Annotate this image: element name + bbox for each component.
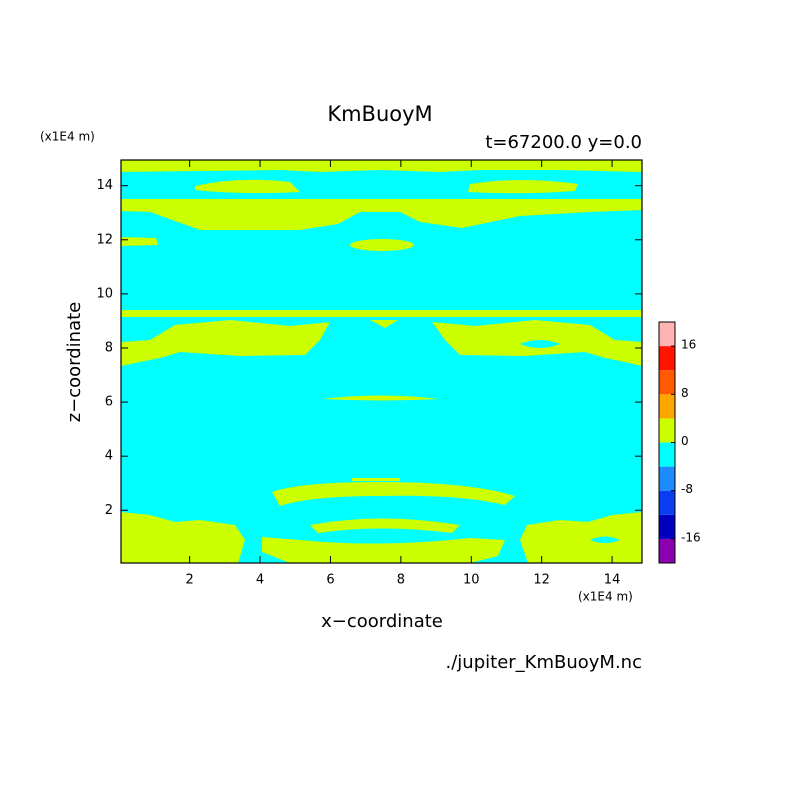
y-unit: (x1E4 m) — [40, 130, 95, 144]
contour-region — [121, 160, 642, 172]
y-axis-label: z−coordinate — [64, 302, 85, 423]
colorbar-segment — [659, 514, 675, 539]
colorbar-segment — [659, 442, 675, 467]
y-tick-label: 14 — [96, 178, 113, 193]
contour-region — [520, 512, 642, 563]
contour-region — [272, 482, 515, 506]
colorbar-tick-label: 0 — [681, 434, 689, 448]
y-tick-label: 6 — [105, 395, 113, 410]
colorbar-segment — [659, 538, 675, 563]
contour-region — [121, 199, 642, 230]
contour-field — [121, 160, 642, 563]
x-tick-label: 12 — [533, 573, 550, 588]
y-tick-label: 8 — [105, 340, 113, 355]
contour-region — [468, 180, 578, 194]
contour-region — [121, 237, 158, 246]
y-tick-label: 10 — [96, 286, 113, 301]
colorbar-segment — [659, 322, 675, 347]
x-tick-label: 4 — [256, 573, 264, 588]
colorbar-tick-label: 8 — [681, 386, 689, 400]
x-tick-label: 2 — [186, 573, 194, 588]
x-unit: (x1E4 m) — [578, 590, 633, 604]
y-tick-label: 12 — [96, 232, 113, 247]
colorbar-tick-label: -16 — [681, 530, 701, 544]
colorbar-segment — [659, 394, 675, 419]
contour-region — [195, 179, 300, 194]
colorbar-tick-label: 16 — [681, 338, 696, 352]
contour-region — [121, 320, 330, 366]
colorbar-segment — [659, 370, 675, 395]
source-file: ./jupiter_KmBuoyM.nc — [446, 652, 642, 673]
plot-frame — [120, 159, 643, 564]
chart-title: KmBuoyM — [327, 102, 432, 126]
contour-region — [310, 518, 460, 533]
contour-region — [350, 239, 414, 251]
contour-region — [121, 512, 245, 563]
chart-subtitle: t=67200.0 y=0.0 — [485, 132, 642, 153]
colorbar-segment — [659, 466, 675, 491]
colorbar-segment — [659, 346, 675, 371]
colorbar-tick-label: -8 — [681, 482, 693, 496]
x-tick-label: 14 — [604, 573, 621, 588]
contour-region — [432, 320, 642, 366]
x-tick-label: 6 — [326, 573, 334, 588]
y-tick-label: 2 — [105, 503, 113, 518]
contour-region — [322, 395, 440, 401]
contour-region — [121, 310, 642, 317]
colorbar-segment — [659, 418, 675, 443]
contour-region — [352, 478, 400, 481]
contour-region — [262, 537, 505, 563]
colorbar-segment — [659, 490, 675, 515]
y-tick-label: 4 — [105, 449, 113, 464]
x-axis-label: x−coordinate — [321, 611, 443, 632]
x-tick-label: 10 — [463, 573, 480, 588]
contour-region — [370, 320, 398, 328]
x-tick-label: 8 — [397, 573, 405, 588]
